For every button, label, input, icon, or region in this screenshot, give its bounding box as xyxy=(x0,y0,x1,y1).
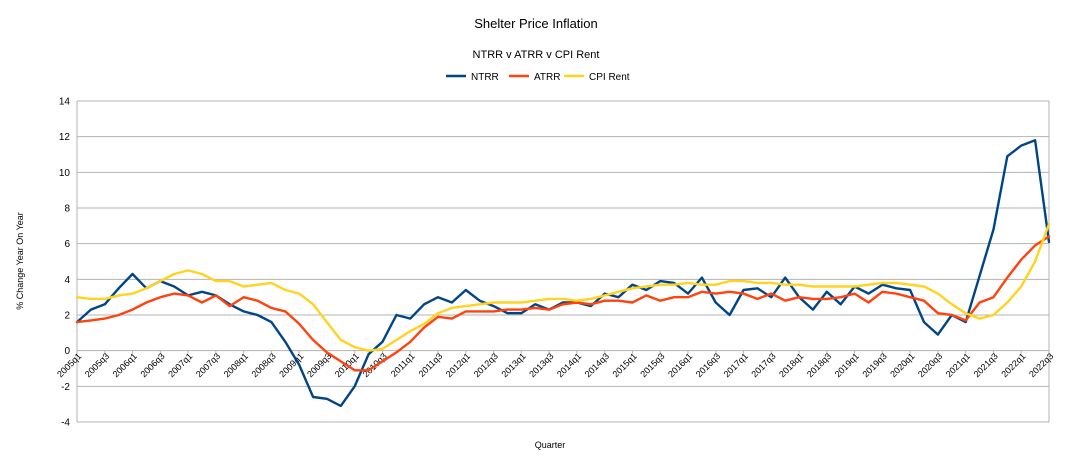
y-tick-label: 4 xyxy=(64,275,70,286)
y-gridlines xyxy=(76,100,1050,423)
y-tick-label: 6 xyxy=(64,239,70,250)
legend-label-atrr: ATRR xyxy=(534,72,560,83)
series-line-cpi-rent xyxy=(75,222,1051,352)
y-tick-label: 10 xyxy=(59,168,71,179)
legend: NTRR ATRR CPI Rent xyxy=(446,72,630,83)
y-axis: -4 -2 0 2 4 6 8 10 12 14 xyxy=(59,97,71,429)
y-tick-label: -4 xyxy=(61,418,70,429)
y-tick-label: -2 xyxy=(61,382,70,393)
chart-subtitle: NTRR v ATRR v CPI Rent xyxy=(473,49,600,61)
y-tick-label: 12 xyxy=(59,132,71,143)
y-tick-label: 8 xyxy=(64,204,70,215)
legend-label-cpi-rent: CPI Rent xyxy=(589,72,630,83)
y-axis-label: % Change Year On Year xyxy=(15,212,25,310)
x-axis-label: Quarter xyxy=(535,440,566,450)
legend-label-ntrr: NTRR xyxy=(471,72,499,83)
chart-title: Shelter Price Inflation xyxy=(474,16,598,31)
y-tick-label: 2 xyxy=(64,311,70,322)
y-tick-label: 14 xyxy=(59,97,71,108)
series-lines xyxy=(75,139,1051,408)
series-line-ntrr xyxy=(75,139,1051,408)
y-tick-label: 0 xyxy=(64,346,70,357)
series-line-atrr xyxy=(75,235,1051,372)
